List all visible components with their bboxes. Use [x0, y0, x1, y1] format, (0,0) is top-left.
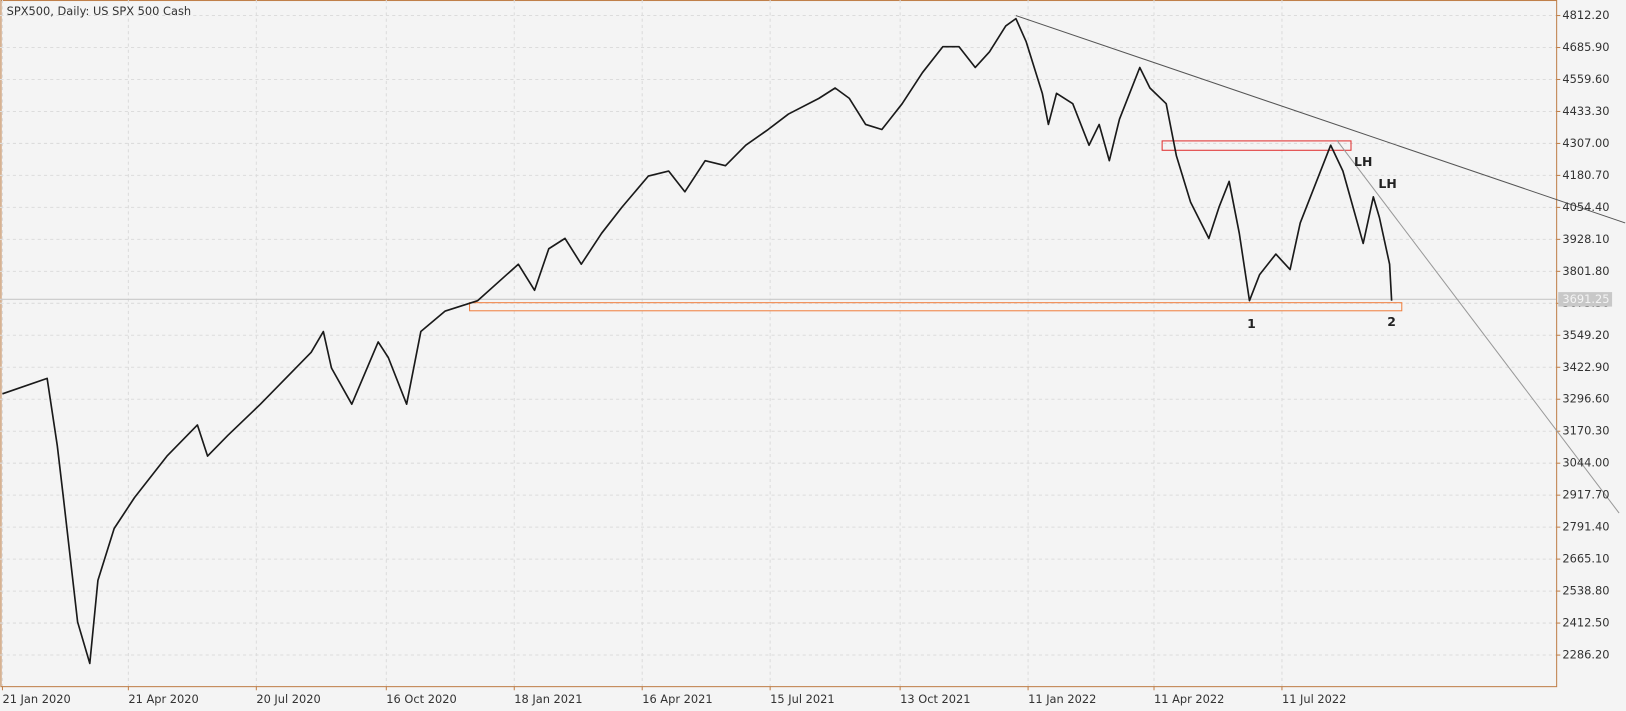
marks — [0, 15, 1626, 665]
y-tick-label: 3549.20 — [1562, 328, 1609, 342]
y-tick-label: 2538.80 — [1562, 584, 1609, 598]
trendline — [1336, 139, 1620, 514]
y-tick-label: 3928.10 — [1562, 232, 1609, 246]
y-tick-label: 4812.20 — [1562, 8, 1609, 22]
plot-frame — [0, 0, 1558, 688]
y-tick-label: 4433.30 — [1562, 104, 1609, 118]
annotation: 1 — [1247, 316, 1256, 331]
y-tick-label: 2412.50 — [1562, 616, 1609, 630]
zone — [469, 302, 1403, 312]
x-tick-label: 11 Apr 2022 — [1154, 692, 1224, 706]
y-tick-label: 3044.00 — [1562, 456, 1609, 470]
y-tick-label: 4559.60 — [1562, 72, 1609, 86]
x-tick-label: 18 Jan 2021 — [514, 692, 582, 706]
y-tick-label: 3422.90 — [1562, 360, 1609, 374]
current-price-label: 3691.25 — [1562, 292, 1609, 306]
x-tick-label: 15 Jul 2021 — [770, 692, 834, 706]
price-line — [2, 17, 1393, 665]
y-tick-label: 2917.70 — [1562, 488, 1609, 502]
annotation: LH — [1378, 176, 1396, 191]
y-tick-label: 4054.40 — [1562, 200, 1609, 214]
current-price-box — [1558, 292, 1613, 307]
x-tick-label: 16 Oct 2020 — [386, 692, 456, 706]
trendline — [1015, 15, 1626, 224]
y-tick-label: 3170.30 — [1562, 424, 1609, 438]
x-tick-label: 11 Jul 2022 — [1282, 692, 1346, 706]
x-tick-label: 16 Apr 2021 — [642, 692, 712, 706]
y-tick-label: 3296.60 — [1562, 392, 1609, 406]
y-tick-label: 2286.20 — [1562, 648, 1609, 662]
chart-title: SPX500, Daily: US SPX 500 Cash — [7, 4, 192, 18]
y-tick-label: 2791.40 — [1562, 520, 1609, 534]
y-tick-label: 4307.00 — [1562, 136, 1609, 150]
y-tick-label: 4180.70 — [1562, 168, 1609, 182]
x-tick-label: 20 Jul 2020 — [256, 692, 320, 706]
y-tick-label: 3801.80 — [1562, 264, 1609, 278]
y-tick-label: 4685.90 — [1562, 40, 1609, 54]
x-tick-label: 11 Jan 2022 — [1028, 692, 1096, 706]
x-tick-label: 21 Jan 2020 — [2, 692, 70, 706]
zone — [1161, 140, 1352, 151]
grid — [0, 0, 1561, 691]
x-tick-label: 21 Apr 2020 — [128, 692, 198, 706]
x-tick-label: 13 Oct 2021 — [900, 692, 970, 706]
labels: 4812.20 4685.90 4559.60 4433.30 4307.00 4180.… — [2, 8, 1613, 706]
annotation: 2 — [1387, 314, 1396, 329]
annotation: LH — [1354, 154, 1372, 169]
y-tick-label: 2665.10 — [1562, 552, 1609, 566]
